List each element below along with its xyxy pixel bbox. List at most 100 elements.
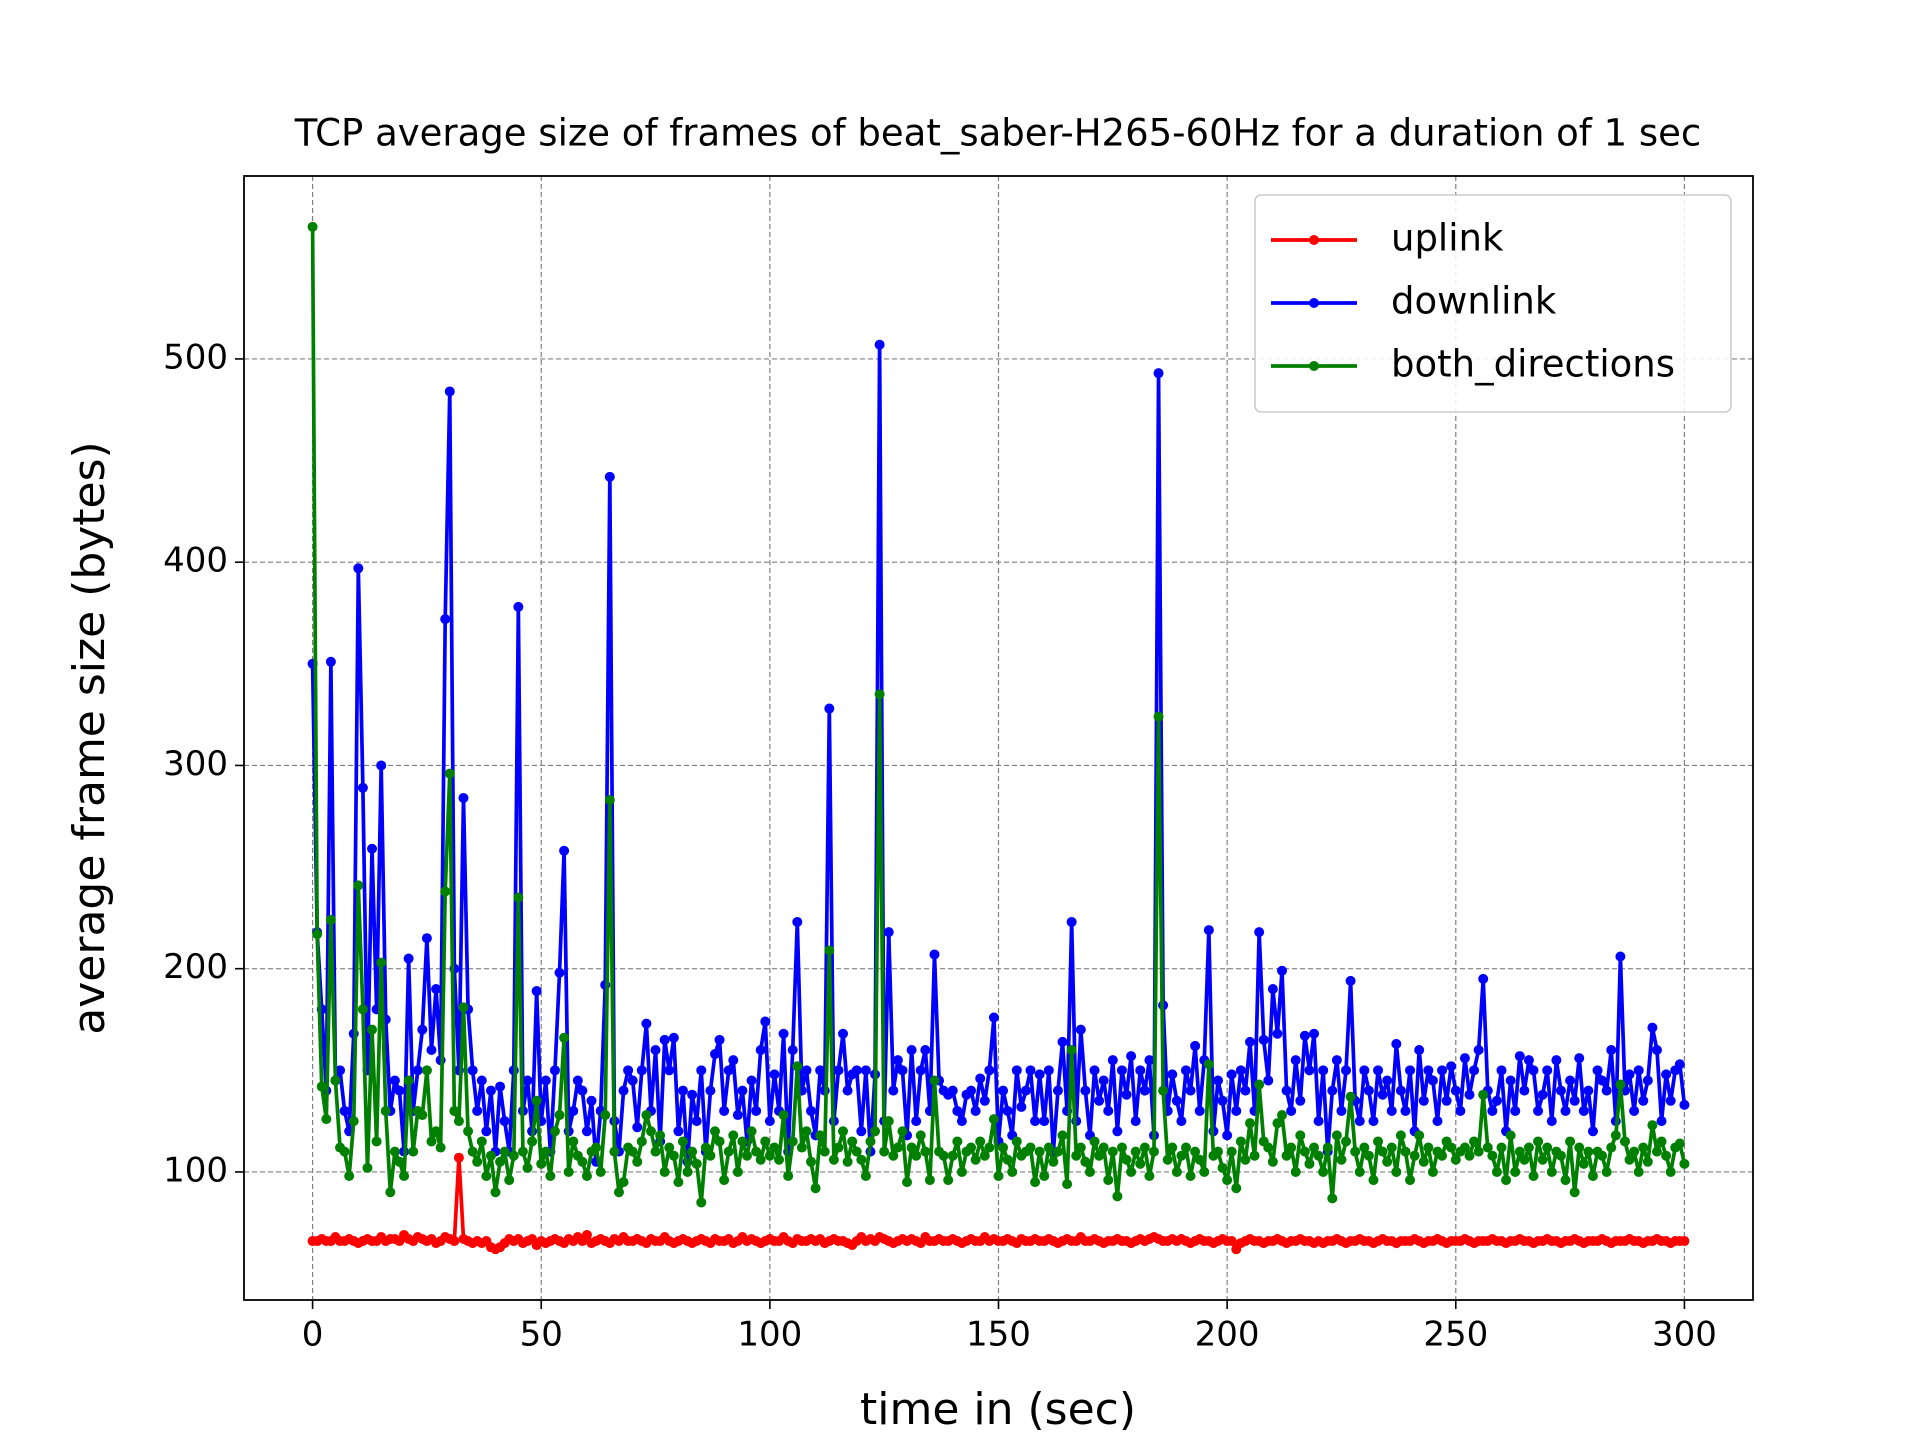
data-point xyxy=(975,1073,986,1084)
data-point xyxy=(838,1028,849,1039)
data-point xyxy=(737,1136,748,1147)
data-point xyxy=(1651,1146,1662,1157)
data-point xyxy=(1528,1171,1539,1182)
data-point xyxy=(1679,1236,1690,1247)
data-point xyxy=(1313,1150,1324,1161)
data-point xyxy=(572,1075,583,1086)
data-point xyxy=(801,1065,812,1076)
data-point xyxy=(723,1146,734,1157)
data-point xyxy=(1299,1146,1310,1157)
data-point xyxy=(609,1146,620,1157)
data-point xyxy=(1377,1089,1388,1100)
data-point xyxy=(1354,1166,1365,1177)
data-point xyxy=(312,929,323,940)
data-point xyxy=(1084,1166,1095,1177)
data-point xyxy=(417,1110,428,1121)
data-point xyxy=(1153,368,1164,379)
data-point xyxy=(732,1166,743,1177)
data-point xyxy=(870,1126,881,1137)
data-point xyxy=(751,1105,762,1116)
data-point xyxy=(1546,1166,1557,1177)
data-point xyxy=(1080,1156,1091,1167)
data-point xyxy=(1505,1075,1516,1086)
data-point xyxy=(554,1110,565,1121)
data-point xyxy=(732,1110,743,1121)
data-point xyxy=(1057,1130,1068,1141)
data-point xyxy=(1606,1044,1617,1055)
data-point xyxy=(938,1150,949,1161)
data-point xyxy=(1597,1150,1608,1161)
data-point xyxy=(522,1075,533,1086)
data-point xyxy=(1098,1142,1109,1153)
data-point xyxy=(1190,1146,1201,1157)
data-point xyxy=(613,1187,624,1198)
data-point xyxy=(1222,1175,1233,1186)
data-point xyxy=(1002,1154,1013,1165)
data-point xyxy=(440,886,451,897)
legend-marker xyxy=(1309,361,1319,371)
data-point xyxy=(453,1116,464,1127)
data-point xyxy=(1578,1105,1589,1116)
data-point xyxy=(1016,1101,1027,1112)
data-point xyxy=(1098,1075,1109,1086)
data-point xyxy=(966,1142,977,1153)
data-point xyxy=(677,1085,688,1096)
data-point xyxy=(1427,1166,1438,1177)
data-point xyxy=(705,1150,716,1161)
data-point xyxy=(1039,1171,1050,1182)
data-point xyxy=(490,1187,501,1198)
data-point xyxy=(1464,1089,1475,1100)
data-point xyxy=(847,1136,858,1147)
data-point xyxy=(1318,1065,1329,1076)
data-point xyxy=(1254,1079,1265,1090)
data-point xyxy=(527,1136,538,1147)
data-point xyxy=(1309,1028,1320,1039)
data-point xyxy=(1478,1089,1489,1100)
data-point xyxy=(842,1156,853,1167)
data-point xyxy=(1226,1069,1237,1080)
data-point xyxy=(348,1116,359,1127)
data-point xyxy=(1423,1065,1434,1076)
data-point xyxy=(943,1175,954,1186)
data-point xyxy=(353,880,364,891)
data-point xyxy=(1263,1075,1274,1086)
data-point xyxy=(394,1156,405,1167)
data-point xyxy=(1212,1075,1223,1086)
data-point xyxy=(1103,1105,1114,1116)
data-point xyxy=(1679,1158,1690,1169)
data-point xyxy=(979,1150,990,1161)
data-point xyxy=(636,1136,647,1147)
data-point xyxy=(1629,1105,1640,1116)
data-point xyxy=(1537,1089,1548,1100)
data-point xyxy=(1148,1146,1159,1157)
data-point xyxy=(760,1136,771,1147)
data-point xyxy=(1212,1146,1223,1157)
data-point xyxy=(1066,916,1077,927)
data-point xyxy=(1482,1142,1493,1153)
data-point xyxy=(1034,1146,1045,1157)
data-point xyxy=(655,1130,666,1141)
data-point xyxy=(1491,1095,1502,1106)
data-point xyxy=(769,1142,780,1153)
data-point xyxy=(874,689,885,700)
data-point xyxy=(1094,1095,1105,1106)
data-point xyxy=(888,1085,899,1096)
data-point xyxy=(1144,1171,1155,1182)
data-point xyxy=(1171,1095,1182,1106)
data-point xyxy=(513,892,524,903)
data-point xyxy=(1665,1166,1676,1177)
data-point xyxy=(1226,1236,1237,1247)
data-point xyxy=(1030,1116,1041,1127)
data-point xyxy=(1286,1105,1297,1116)
data-point xyxy=(531,986,542,997)
data-point xyxy=(1661,1069,1672,1080)
data-point xyxy=(339,1105,350,1116)
data-point xyxy=(307,221,318,232)
data-point xyxy=(1231,1105,1242,1116)
data-point xyxy=(952,1136,963,1147)
y-axis-label: average frame size (bytes) xyxy=(64,441,115,1034)
data-point xyxy=(1400,1105,1411,1116)
data-point xyxy=(485,1150,496,1161)
data-point xyxy=(1007,1166,1018,1177)
data-point xyxy=(1418,1156,1429,1167)
